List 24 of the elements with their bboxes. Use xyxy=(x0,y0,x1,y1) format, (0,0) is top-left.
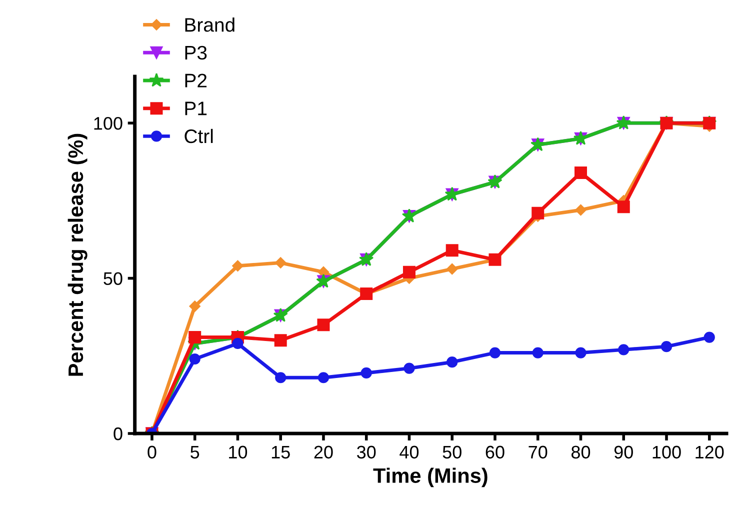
x-tick-label: 5 xyxy=(190,446,200,459)
x-tick-label: 80 xyxy=(571,446,590,459)
x-tick-label: 70 xyxy=(528,446,548,459)
legend-label: Ctrl xyxy=(184,128,213,144)
x-tick-label: 120 xyxy=(696,446,724,459)
y-axis-title: Percent drug release (%) xyxy=(68,134,88,376)
x-tick-label: 20 xyxy=(314,446,333,459)
x-tick-label: 10 xyxy=(229,446,248,459)
x-tick-label: 15 xyxy=(272,446,290,459)
x-tick-label: 0 xyxy=(148,446,156,459)
legend-label: P1 xyxy=(185,102,207,116)
x-tick-label: 100 xyxy=(652,446,681,459)
x-tick-label: 60 xyxy=(486,446,504,459)
x-tick-label: 50 xyxy=(442,446,462,459)
x-tick-label: 40 xyxy=(400,446,419,459)
x-axis-title: Time (Mins) xyxy=(373,468,488,488)
y-tick-label: 100 xyxy=(94,117,122,130)
y-tick-label: 50 xyxy=(104,272,122,286)
x-tick-label: 30 xyxy=(357,446,376,459)
y-tick-label: 0 xyxy=(114,427,122,440)
legend-label: Brand xyxy=(185,18,234,32)
legend-label: P3 xyxy=(185,46,207,60)
legend-label: P2 xyxy=(185,74,207,88)
x-tick-label: 90 xyxy=(614,446,633,459)
